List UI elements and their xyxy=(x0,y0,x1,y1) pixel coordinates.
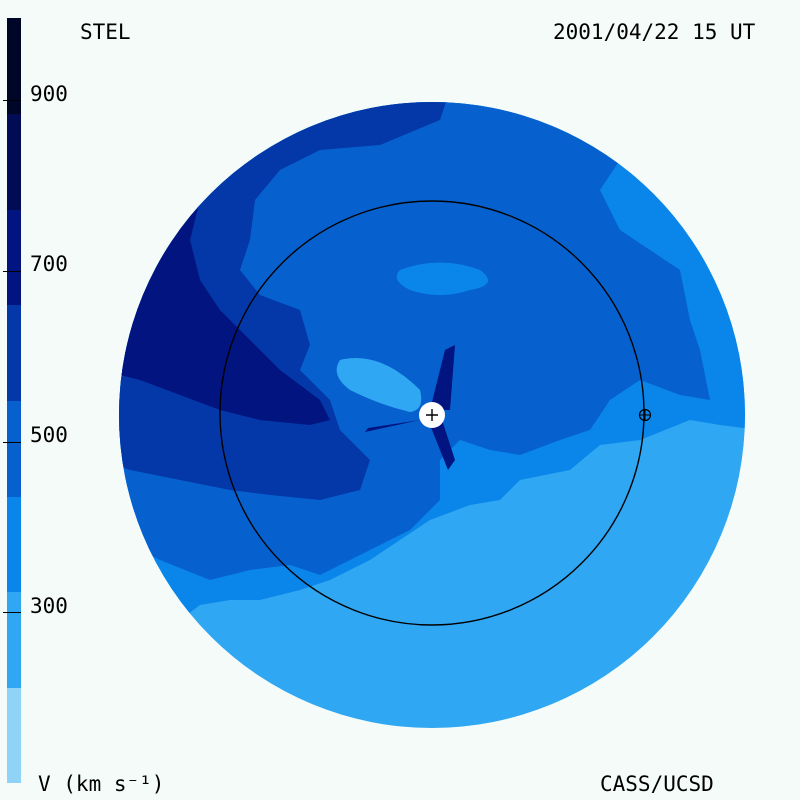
sun-center-cross-icon xyxy=(426,409,438,421)
datetime-label: 2001/04/22 15 UT xyxy=(553,20,756,44)
tick-label-300: 300 xyxy=(30,594,68,618)
contour-300-400-lobe xyxy=(336,358,422,412)
colorbar-segment xyxy=(7,209,21,306)
colorbar-segment xyxy=(7,113,21,210)
colorbar-segment xyxy=(7,304,21,401)
colorbar-segment xyxy=(7,687,21,784)
colorbar-segment xyxy=(7,496,21,593)
tick-label-500: 500 xyxy=(30,423,68,447)
instrument-label: STEL xyxy=(80,20,131,44)
colorbar-unit-label: V (km s⁻¹) xyxy=(38,772,165,796)
colorbar-segment xyxy=(7,591,21,688)
tick-label-700: 700 xyxy=(30,252,68,276)
colorbar-segment xyxy=(7,18,21,114)
earth-marker-cross xyxy=(639,409,651,421)
contour-400-500-lobe xyxy=(396,262,488,295)
tick-mark-900 xyxy=(3,100,21,101)
velocity-colorbar xyxy=(7,18,21,784)
tick-mark-300 xyxy=(3,612,21,613)
tick-mark-700 xyxy=(3,271,21,272)
colorbar-segment xyxy=(7,400,21,497)
tick-mark-500 xyxy=(3,442,21,443)
earth-orbit-circle xyxy=(219,200,645,626)
tick-label-900: 900 xyxy=(30,82,68,106)
credit-label: CASS/UCSD xyxy=(600,772,714,796)
